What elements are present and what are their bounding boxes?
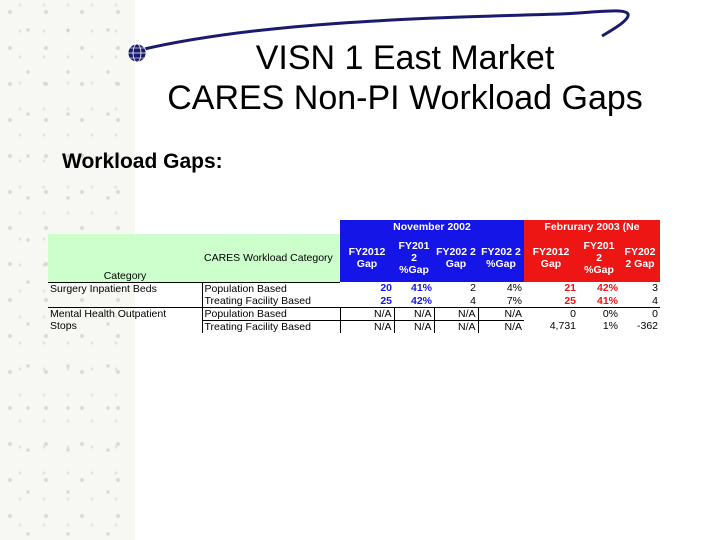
value-cell: 41% [410,282,432,295]
nov-fy2022-gap-header: FY202 2 Gap [434,234,478,282]
february-2003-header: Februrary 2003 (Ne [524,220,660,234]
nov-fy2012-pct-gap-header: FY201 2 %Gap [394,234,434,282]
value-cell: 4% [506,282,522,295]
feb-fy2022-gap-header: FY202 2 Gap [620,234,660,282]
value-cell: -362 [636,320,658,333]
value-cell: 2 [470,282,476,295]
value-cell: 42% [596,282,618,295]
cares-category-cell: Population Based [201,282,340,295]
feb-fy2012-pct-gap-header: FY201 2 %Gap [578,234,620,282]
workload-gaps-table: November 2002 Februrary 2003 (Ne Categor… [48,220,660,333]
value-cell: N/A [393,307,434,321]
cares-category-cell: Treating Facility Based [201,294,340,308]
title-swoosh-decoration [127,9,630,63]
table-row: Surgery Inpatient Beds Population Based … [48,282,660,295]
value-cell: N/A [433,307,478,321]
value-cell: 41% [578,294,620,308]
slide-title: VISN 1 East Market CARES Non-PI Workload… [140,38,670,118]
cares-category-cell: Population Based [201,307,340,321]
value-cell: N/A [339,307,394,321]
value-cell: 4 [620,294,660,308]
globe-icon [127,43,147,63]
category-cell [48,294,202,308]
cares-category-column-header: CARES Workload Category [202,234,340,283]
value-cell: 7% [478,294,524,308]
category-cell: Mental Health Outpatient [50,307,167,320]
value-cell: 0 [570,307,576,320]
table-row: Stops Treating Facility Based N/A N/A N/… [48,320,660,333]
cares-category-cell: Treating Facility Based [201,320,340,333]
category-cell: Stops [50,320,77,333]
value-cell: N/A [433,320,478,333]
value-cell: N/A [477,320,524,333]
nov-fy2022-pct-gap-header: FY202 2 %Gap [478,234,524,282]
category-column-header: Category [48,234,202,283]
table-row: Treating Facility Based 25 42% 4 7% 25 4… [48,294,660,308]
nov-fy2012-gap-header: FY2012 Gap [340,234,394,282]
november-2002-header: November 2002 [340,220,524,234]
value-cell: 3 [652,282,658,295]
value-cell: 21 [564,282,576,295]
value-cell: N/A [477,307,524,321]
value-cell: 0 [652,307,658,320]
value-cell: 4,731 [549,320,576,333]
table-row: Mental Health Outpatient Population Base… [48,307,660,321]
value-cell: 1% [602,320,618,333]
value-cell: N/A [339,320,394,333]
feb-fy2012-gap-header: FY2012 Gap [524,234,578,282]
category-cell: Surgery Inpatient Beds [50,282,157,295]
value-cell: N/A [393,320,434,333]
slide-title-line1: VISN 1 East Market [255,39,555,77]
value-cell: 42% [394,294,434,308]
value-cell: 0% [602,307,618,320]
value-cell: 25 [524,294,578,308]
value-cell: 4 [434,294,478,308]
slide-title-line2: CARES Non-PI Workload Gaps [167,79,643,117]
value-cell: 20 [380,282,392,295]
value-cell: 25 [340,294,394,308]
workload-gaps-heading: Workload Gaps: [62,150,223,173]
